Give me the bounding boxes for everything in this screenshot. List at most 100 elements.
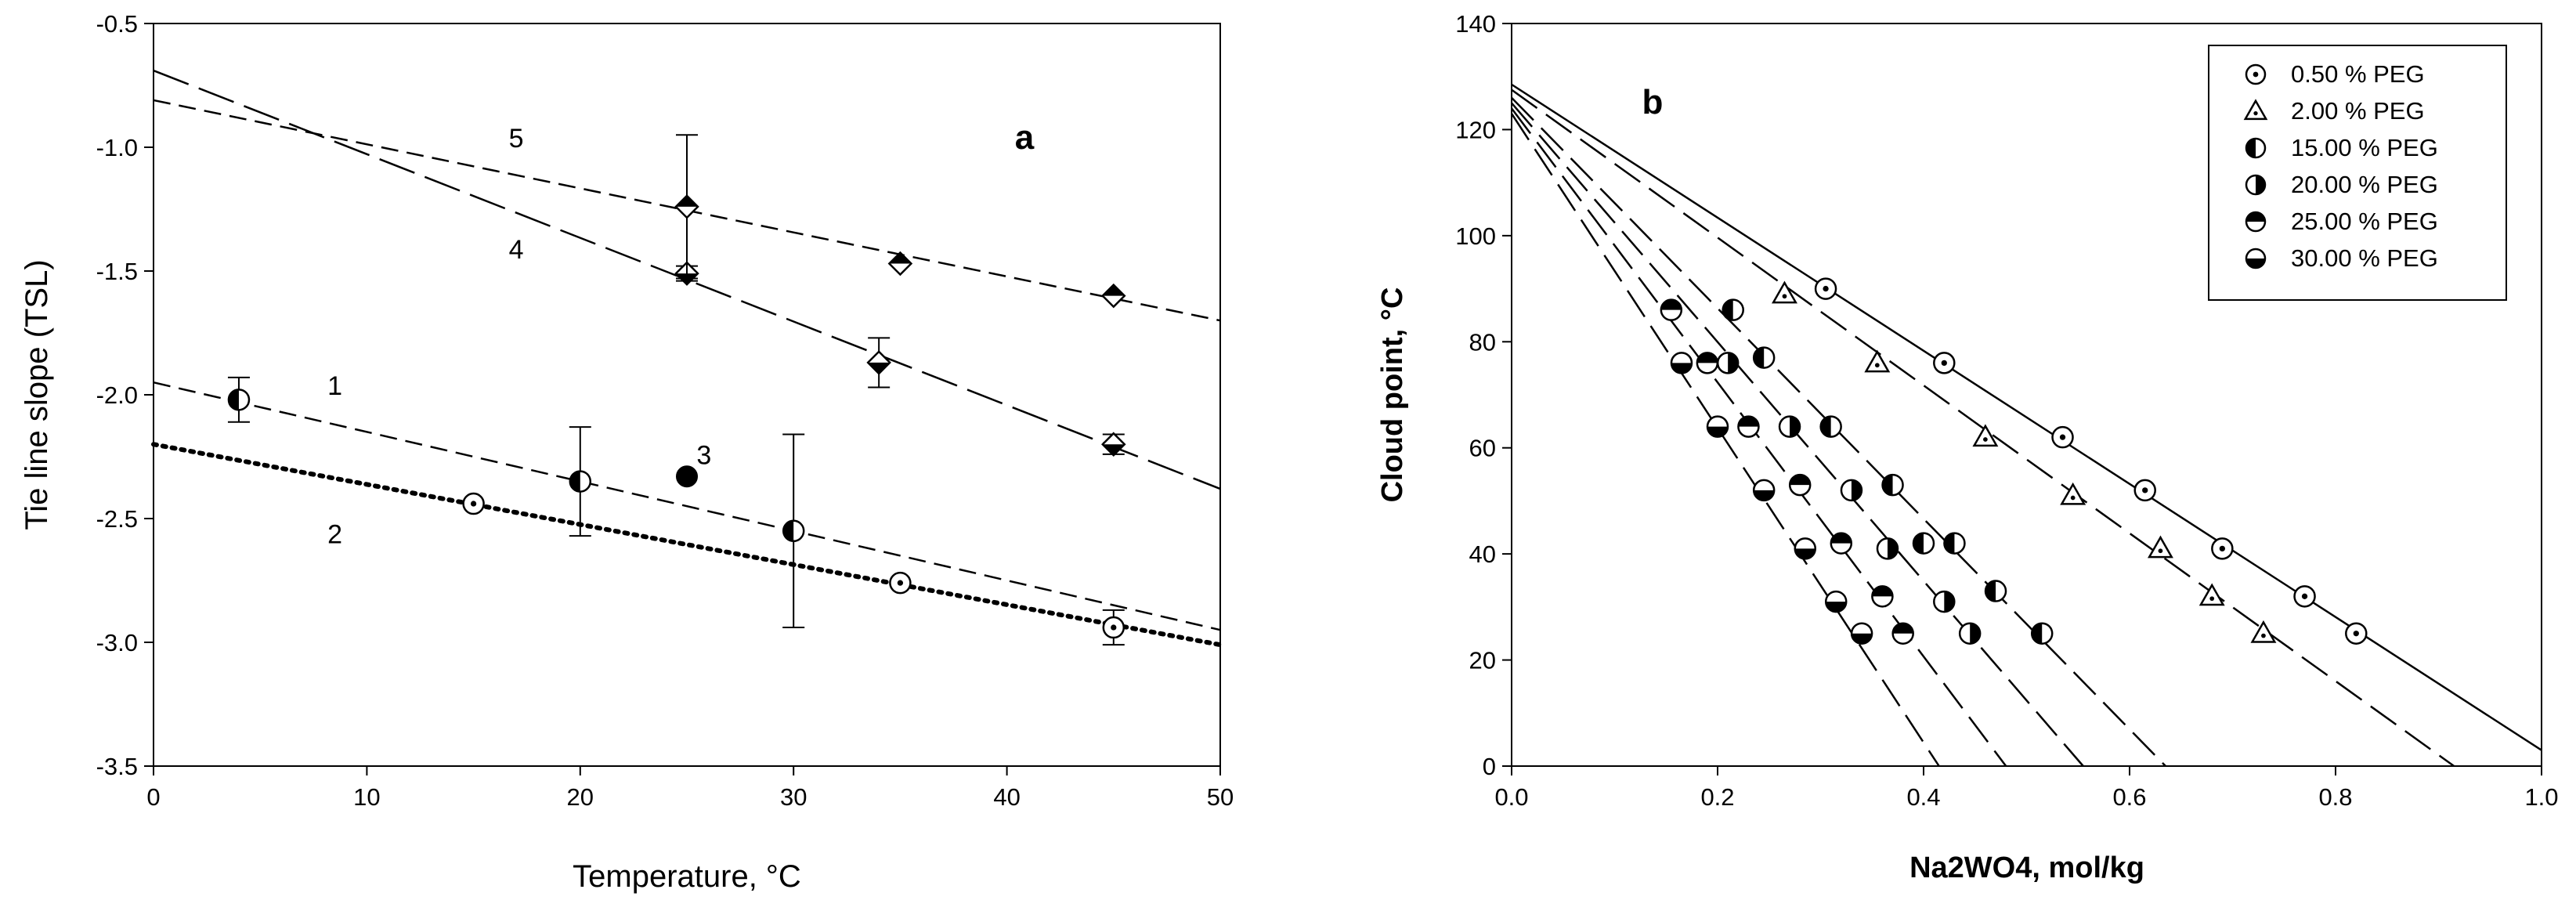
b-point-series-3 (1752, 346, 1776, 369)
a-point-series-4 (866, 350, 891, 375)
a-point-series-5 (887, 251, 913, 277)
legend-item: 2.00 % PEG (2243, 97, 2425, 125)
b-point-series-4 (1716, 352, 1740, 374)
a-curve-label-5: 5 (509, 124, 524, 154)
b-point-series-4 (1840, 479, 1863, 502)
b-point-series-2 (1972, 424, 1999, 447)
a-y-tick-label: -1.5 (96, 258, 138, 285)
panel-b-plot-frame (1511, 23, 2542, 767)
a-point-series-5 (674, 194, 699, 219)
b-y-tick-label: 80 (1469, 328, 1496, 356)
b-point-series-4 (1958, 622, 1982, 645)
panel-a-y-axis-title: Tie line slope (TSL) (20, 259, 54, 530)
b-y-tick-label: 140 (1455, 10, 1496, 38)
panel-a-x-axis-title: Temperature, °C (573, 859, 801, 894)
a-fit-line-2 (151, 442, 1223, 648)
legend-label: 2.00 % PEG (2291, 97, 2425, 125)
a-y-tick-label: -2.0 (96, 381, 138, 409)
b-point-series-4 (1933, 590, 1956, 613)
a-point-series-2 (1102, 616, 1125, 639)
b-y-tick-label: 120 (1455, 116, 1496, 143)
b-point-series-6 (1794, 537, 1817, 560)
b-point-series-1 (2211, 537, 2234, 560)
panel-a: 0 10 20 30 40 50-0.5-1.0-1.5-2.0-2.5-3.0-3.5 … (20, 10, 1234, 894)
panel-a-data-points (227, 134, 1126, 646)
b-point-series-3 (1912, 532, 1935, 555)
a-point-series-1 (569, 470, 592, 493)
a-point-series-2 (889, 571, 912, 595)
b-point-series-5 (1696, 352, 1719, 374)
a-fit-line-4 (153, 69, 1221, 490)
b-point-series-1 (2133, 479, 2156, 502)
panel-a-axis-ticks: 0 10 20 30 40 50 -0.5 -1.0 -1.5 -2.0 -2.5 -3.0 -3.5 (96, 10, 1234, 811)
a-curve-label-1: 1 (327, 371, 342, 401)
panel-b-fit-lines (1510, 83, 2542, 768)
b-y-tick-label: 40 (1469, 540, 1496, 568)
legend-item: 0.50 % PEG (2245, 60, 2425, 88)
panel-b-axis-ticks: 0.0 0.2 0.4 0.6 0.8 1.0 0 20 40 60 80 100 120 140 (1455, 10, 2558, 811)
b-y-tick-label: 20 (1469, 647, 1496, 674)
b-point-series-5 (1788, 473, 1812, 497)
b-point-series-6 (1752, 479, 1776, 502)
b-fit-line-5 (1511, 107, 2007, 767)
panel-b: 0.0 0.2 0.4 0.6 0.8 1.0 0 20 40 60 80 100 120 140 b N… (1376, 10, 2559, 884)
a-x-tick-label: 50 (1207, 783, 1234, 811)
a-x-tick-label: 40 (993, 783, 1020, 811)
b-point-series-6 (1824, 590, 1848, 613)
b-point-series-5 (1737, 415, 1760, 438)
b-point-series-3 (1881, 473, 1904, 497)
a-y-tick-label: -2.5 (96, 505, 138, 533)
a-point-series-5 (1101, 283, 1126, 309)
b-point-series-4 (1778, 415, 1801, 438)
legend-marker (2243, 99, 2268, 121)
b-point-series-5 (1891, 622, 1914, 645)
legend-label: 15.00 % PEG (2291, 134, 2438, 161)
b-y-tick-label: 100 (1455, 222, 1496, 250)
a-x-tick-label: 20 (567, 783, 594, 811)
b-x-tick-label: 0.6 (2112, 783, 2146, 811)
b-x-tick-label: 0.2 (1700, 783, 1734, 811)
a-x-tick-label: 10 (353, 783, 380, 811)
a-fit-line-1 (153, 381, 1221, 631)
a-curve-label-2: 2 (327, 520, 342, 550)
a-y-tick-label: -1.0 (96, 134, 138, 161)
a-curve-label-4: 4 (509, 235, 524, 265)
b-point-series-1 (1814, 277, 1837, 300)
b-point-series-6 (1706, 415, 1729, 438)
b-point-series-4 (1876, 537, 1899, 560)
b-x-tick-label: 0.0 (1494, 783, 1528, 811)
legend-label: 0.50 % PEG (2291, 60, 2425, 88)
a-x-tick-label: 30 (780, 783, 807, 811)
b-point-series-3 (1819, 415, 1842, 438)
b-point-series-2 (1864, 349, 1891, 373)
b-point-series-2 (2198, 583, 2225, 606)
legend-label: 30.00 % PEG (2291, 244, 2438, 272)
b-point-series-5 (1660, 298, 1683, 321)
legend-marker (2245, 211, 2267, 233)
b-point-series-3 (1722, 298, 1744, 321)
b-fit-line-6 (1510, 113, 1940, 767)
b-point-series-5 (1871, 585, 1894, 608)
legend-label: 20.00 % PEG (2291, 171, 2438, 198)
legend-item: 25.00 % PEG (2245, 208, 2438, 235)
b-point-series-3 (2030, 622, 2054, 645)
panel-a-label: a (1015, 118, 1035, 157)
legend-item: 20.00 % PEG (2245, 171, 2438, 198)
b-point-series-5 (1830, 532, 1853, 555)
a-x-tick-label: 0 (146, 783, 160, 811)
b-point-series-3 (1984, 580, 2007, 602)
b-x-tick-label: 1.0 (2524, 783, 2558, 811)
a-point-series-3 (676, 465, 698, 488)
a-point-series-1 (782, 519, 805, 543)
b-point-series-2 (2250, 620, 2277, 643)
legend-item: 15.00 % PEG (2245, 134, 2438, 161)
legend-item: 30.00 % PEG (2245, 244, 2438, 272)
a-point-series-2 (462, 492, 485, 515)
legend-marker (2245, 248, 2267, 269)
a-curve-label-3: 3 (696, 440, 711, 470)
b-y-tick-label: 0 (1483, 753, 1496, 780)
panel-b-legend: 0.50 % PEG 2.00 % PEG 15.00 % PEG 20.00 % P… (2208, 45, 2507, 301)
panel-b-data-points (1660, 277, 2368, 645)
b-point-series-1 (2293, 585, 2316, 608)
